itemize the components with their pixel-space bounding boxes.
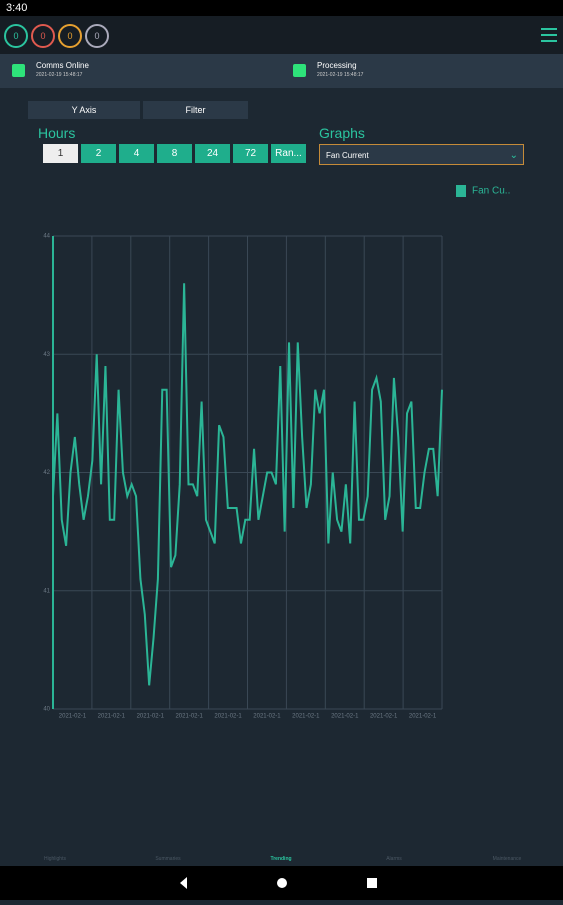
hours-button[interactable]: 2 <box>81 144 116 163</box>
x-tick-label: 2021-02-1 <box>214 714 242 720</box>
nav-item[interactable]: Alarms <box>386 856 402 862</box>
x-tick-label: 2021-02-1 <box>137 714 165 720</box>
y-tick-label: 43 <box>43 352 50 358</box>
hours-button[interactable]: 4 <box>119 144 154 163</box>
y-tick-label: 41 <box>43 588 50 594</box>
x-tick-label: 2021-02-1 <box>409 714 437 720</box>
status-bar: 3:40 <box>0 0 563 16</box>
status-label: Processing <box>317 61 357 70</box>
clock: 3:40 <box>6 2 28 14</box>
y-tick-label: 40 <box>43 707 50 713</box>
hours-button[interactable]: 8 <box>157 144 192 163</box>
status-label: Comms Online <box>36 61 89 70</box>
status-time: 2021-02-19 15:48:17 <box>36 72 83 78</box>
graphs-label: Graphs <box>319 125 365 141</box>
x-tick-label: 2021-02-1 <box>370 714 398 720</box>
counter[interactable]: 0 <box>4 24 28 48</box>
nav-item[interactable]: Summaries <box>155 856 181 862</box>
led <box>293 64 306 77</box>
nav-item[interactable]: Trending <box>270 856 292 862</box>
counter[interactable]: 0 <box>85 24 109 48</box>
status-time: 2021-02-19 15:48:17 <box>317 72 364 78</box>
led <box>12 64 25 77</box>
counter[interactable]: 0 <box>58 24 82 48</box>
chevron: ⌄ <box>509 150 518 161</box>
select-text: Fan Current <box>326 151 369 160</box>
x-tick-label: 2021-02-1 <box>175 714 203 720</box>
x-tick-label: 2021-02-1 <box>253 714 281 720</box>
status-row: Comms Online 2021-02-19 15:48:17 Process… <box>0 54 563 88</box>
filter-button[interactable]: Filter <box>143 101 248 119</box>
x-tick-label: 2021-02-1 <box>331 714 359 720</box>
hours-button[interactable]: Ran... <box>271 144 306 163</box>
y-tick-label: 44 <box>43 234 50 240</box>
legend-swatch <box>456 185 466 197</box>
y-axis-button[interactable]: Y Axis <box>28 101 140 119</box>
system-nav <box>0 866 563 900</box>
hours-button[interactable]: 24 <box>195 144 230 163</box>
x-tick-label: 2021-02-1 <box>292 714 320 720</box>
y-tick-label: 42 <box>43 470 50 476</box>
x-tick-label: 2021-02-1 <box>59 714 87 720</box>
nav-icons <box>180 877 377 889</box>
nav-item[interactable]: Maintenance <box>492 856 522 862</box>
hours-button[interactable]: 72 <box>233 144 268 163</box>
menu-icon[interactable] <box>540 26 558 44</box>
x-tick-label: 2021-02-1 <box>98 714 126 720</box>
hours-button[interactable]: 1 <box>43 144 78 163</box>
graph-select[interactable]: Fan Current ⌄ <box>319 144 524 165</box>
series-line <box>52 283 443 686</box>
legend-label: Fan Cu.. <box>472 186 510 197</box>
top-bar: 0 0 0 0 <box>0 16 563 54</box>
nav-item[interactable]: Highlights <box>44 856 66 862</box>
counter[interactable]: 0 <box>31 24 55 48</box>
chart: 40 41 42 43 44 2021-02-1 2021-02-1 2021-02-1 202… <box>43 185 510 720</box>
hours-label: Hours <box>38 125 76 141</box>
